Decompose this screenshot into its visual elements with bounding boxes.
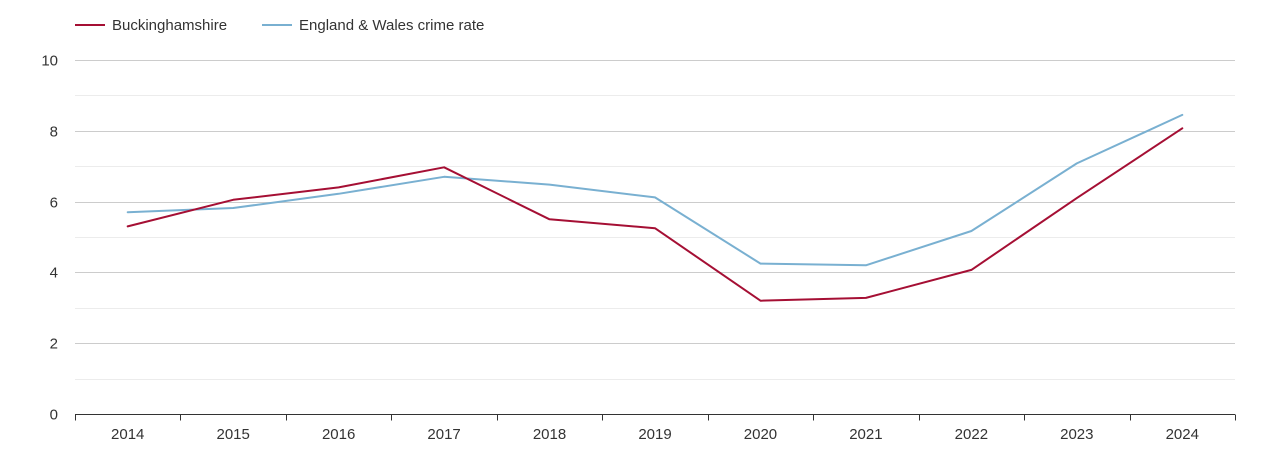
x-tick-label: 2020: [744, 426, 777, 443]
x-tick-label: 2019: [638, 426, 671, 443]
series-line-buckinghamshire: [126, 127, 1184, 302]
legend: Buckinghamshire England & Wales crime ra…: [75, 17, 484, 34]
x-tick-label: 2021: [849, 426, 882, 443]
y-axis: 0 2 4 6 8 10: [41, 53, 58, 424]
x-tick-label: 2024: [1166, 426, 1199, 443]
gridlines: [75, 60, 1235, 380]
x-tick-label: 2015: [216, 426, 249, 443]
y-tick-label: 6: [50, 195, 58, 212]
y-tick-label: 8: [50, 124, 58, 141]
x-axis: 2014 2015 2016 2017 2018 2019 2020 2021 2022 2023…: [75, 414, 1236, 443]
x-tick-label: 2022: [955, 426, 988, 443]
y-tick-label: 0: [50, 407, 58, 424]
x-tick-label: 2017: [427, 426, 460, 443]
x-tick-label: 2023: [1060, 426, 1093, 443]
series-line-england-wales-crime-rate: [126, 113, 1184, 267]
legend-label-england-wales: England & Wales crime rate: [299, 17, 484, 34]
legend-label-buckinghamshire: Buckinghamshire: [112, 17, 227, 34]
series-layer: [126, 113, 1184, 302]
y-tick-label: 4: [50, 265, 58, 282]
y-tick-label: 2: [50, 336, 58, 353]
x-tick-label: 2018: [533, 426, 566, 443]
x-tick-label: 2014: [111, 426, 144, 443]
x-tick-label: 2016: [322, 426, 355, 443]
y-tick-label: 10: [41, 53, 58, 70]
